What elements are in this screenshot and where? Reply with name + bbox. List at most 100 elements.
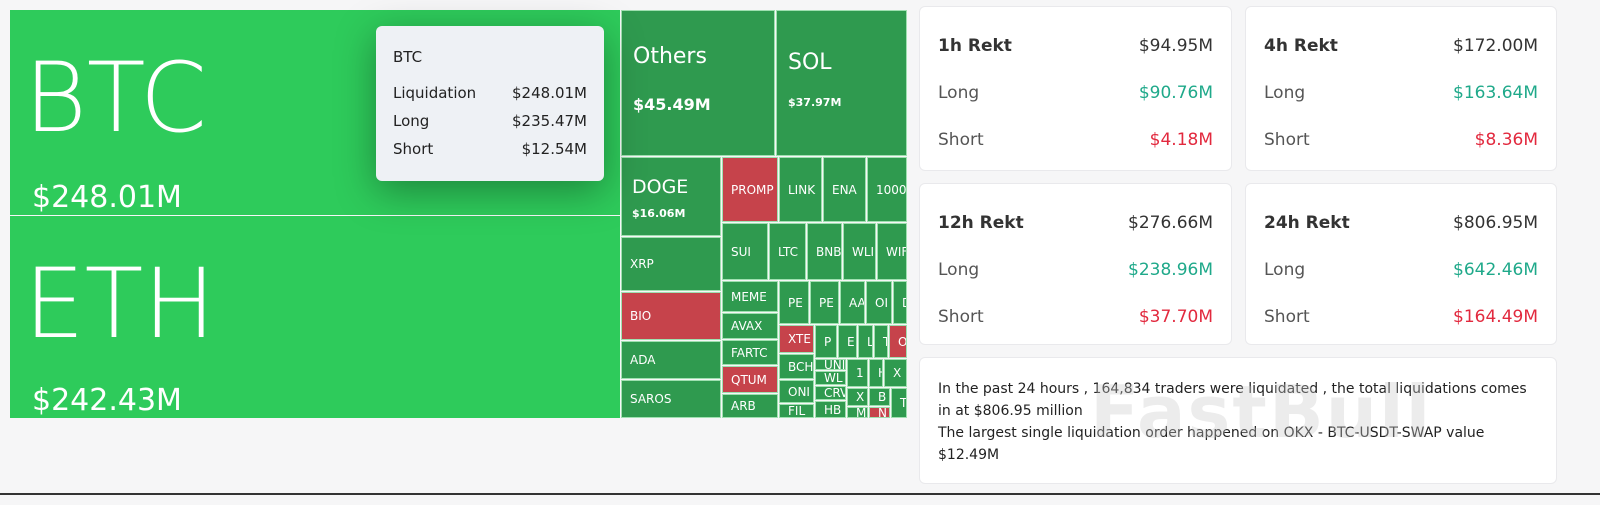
treemap-tile-p[interactable]: P: [815, 325, 837, 358]
tile-symbol: T: [883, 336, 887, 348]
treemap-tile-promp[interactable]: PROMP: [722, 157, 778, 222]
treemap-tile-sui[interactable]: SUI: [722, 223, 768, 280]
tile-value: $37.97M: [788, 96, 842, 109]
treemap-tile-saros[interactable]: SAROS: [621, 380, 721, 418]
liquidation-summary: In the past 24 hours , 164,834 traders w…: [919, 357, 1557, 484]
card-short-row: Short $4.18M: [938, 116, 1213, 163]
treemap-tile-ada[interactable]: ADA: [621, 341, 721, 379]
card-title: 4h Rekt: [1264, 35, 1338, 56]
treemap-tile-m[interactable]: M: [847, 407, 868, 418]
treemap-tile-bch[interactable]: BCH: [779, 354, 814, 379]
card-total-row: 24h Rekt $806.95M: [1264, 199, 1538, 246]
treemap-tile-link[interactable]: LINK: [779, 157, 822, 222]
treemap-tile-x[interactable]: X: [847, 388, 868, 406]
tile-symbol: AVAX: [731, 319, 763, 333]
treemap-tile-fil[interactable]: FIL: [779, 404, 814, 418]
treemap-tile-sol[interactable]: SOL $37.97M: [776, 10, 907, 156]
treemap-tooltip: BTC Liquidation $248.01M Long $235.47M Sho…: [376, 26, 604, 181]
treemap-tile-fartc[interactable]: FARTC: [722, 340, 778, 365]
tile-symbol: BCH: [788, 359, 814, 374]
card-total: $276.66M: [1128, 212, 1213, 233]
treemap-tile-l[interactable]: L: [858, 325, 873, 358]
tooltip-row-short: Short $12.54M: [393, 140, 587, 168]
tooltip-value: $12.54M: [521, 140, 587, 158]
treemap-tile-wif[interactable]: WIF: [877, 223, 907, 280]
treemap-tile-crv[interactable]: CRV: [815, 386, 846, 400]
card-total-row: 12h Rekt $276.66M: [938, 199, 1213, 246]
treemap-tile-wl[interactable]: WL: [815, 371, 846, 385]
short-label: Short: [938, 129, 984, 150]
treemap-tile-ltc[interactable]: LTC: [769, 223, 806, 280]
long-value: $238.96M: [1128, 259, 1213, 280]
tile-symbol: T: [900, 396, 907, 410]
treemap-tile-ena[interactable]: ENA: [823, 157, 866, 222]
tile-symbol: QTUM: [731, 372, 767, 387]
treemap-tile-meme[interactable]: MEME: [722, 281, 778, 312]
tile-symbol: ETH: [24, 248, 216, 360]
tile-symbol: WL: [824, 371, 843, 385]
tile-symbol: L: [867, 336, 872, 348]
treemap-tile-arb[interactable]: ARB: [722, 394, 778, 418]
tile-symbol: WIF: [886, 244, 907, 259]
treemap-tile-bio[interactable]: BIO: [621, 292, 721, 340]
treemap-tile-1000[interactable]: 1000: [867, 157, 907, 222]
long-value: $90.76M: [1138, 82, 1213, 103]
treemap-tile-pe[interactable]: PE: [810, 281, 839, 324]
treemap-tile-pe[interactable]: PE: [779, 281, 809, 324]
tile-symbol: PE: [788, 295, 803, 310]
rekt-card-1h: 1h Rekt $94.95M Long $90.76M Short $4.18M: [919, 6, 1232, 171]
tile-symbol: UNI: [824, 359, 846, 370]
tooltip-label: Liquidation: [393, 84, 477, 102]
tile-symbol: MEME: [731, 289, 767, 304]
tile-symbol: SAROS: [630, 392, 672, 406]
treemap-tile-uni[interactable]: UNI: [815, 359, 846, 370]
treemap-tile-x[interactable]: X: [884, 359, 907, 387]
short-value: $4.18M: [1149, 129, 1213, 150]
tile-symbol: BIO: [630, 309, 652, 323]
card-title: 1h Rekt: [938, 35, 1012, 56]
treemap-tile-h[interactable]: H: [869, 359, 883, 387]
treemap-tile-1[interactable]: 1: [847, 359, 868, 387]
treemap-tile-avax[interactable]: AVAX: [722, 313, 778, 339]
treemap-tile-xte[interactable]: XTE: [779, 325, 814, 353]
treemap-tile-t[interactable]: T: [874, 325, 888, 358]
treemap-tile-n[interactable]: N: [869, 407, 890, 418]
treemap-tile-others[interactable]: Others $45.49M: [621, 10, 775, 156]
tile-symbol: LTC: [778, 244, 799, 259]
tile-symbol: B: [878, 390, 887, 404]
treemap-tile-aa[interactable]: AA: [840, 281, 865, 324]
tile-symbol: SUI: [731, 244, 751, 259]
treemap-tile-d[interactable]: D: [893, 281, 907, 324]
card-total: $172.00M: [1453, 35, 1538, 56]
tile-value: $248.01M: [32, 180, 182, 215]
treemap-tile-t[interactable]: T: [891, 388, 907, 418]
long-value: $163.64M: [1453, 82, 1538, 103]
short-value: $37.70M: [1138, 306, 1213, 327]
treemap-tile-qtum[interactable]: QTUM: [722, 366, 778, 393]
card-long-row: Long $642.46M: [1264, 246, 1538, 293]
long-label: Long: [938, 259, 980, 280]
treemap-tile-oi[interactable]: OI: [866, 281, 892, 324]
treemap-tile-b[interactable]: B: [869, 388, 890, 406]
treemap-tile-e[interactable]: E: [838, 325, 857, 358]
treemap-tile-o[interactable]: O: [889, 325, 907, 358]
tile-symbol: H: [878, 367, 882, 379]
treemap-tile-bnb[interactable]: BNB: [807, 223, 842, 280]
treemap-tile-hb[interactable]: HB: [815, 401, 846, 418]
treemap-tile-doge[interactable]: DOGE $16.06M: [621, 157, 721, 236]
tile-symbol: PROMP: [731, 182, 774, 197]
card-title: 12h Rekt: [938, 212, 1024, 233]
treemap-tile-xrp[interactable]: XRP: [621, 237, 721, 291]
treemap-tile-wli[interactable]: WLI: [843, 223, 876, 280]
card-short-row: Short $37.70M: [938, 293, 1213, 340]
tile-symbol: LINK: [788, 182, 816, 197]
treemap-tile-oni[interactable]: ONI: [779, 380, 814, 403]
treemap-tile-eth[interactable]: ETH $242.43M: [10, 216, 620, 418]
tile-symbol: SOL: [788, 50, 832, 75]
tile-symbol: DOGE: [632, 176, 689, 198]
long-value: $642.46M: [1453, 259, 1538, 280]
tile-value: $16.06M: [632, 207, 686, 220]
tooltip-row-liquidation: Liquidation $248.01M: [393, 84, 587, 112]
tile-value: $45.49M: [633, 95, 711, 114]
tile-symbol: E: [847, 334, 855, 349]
